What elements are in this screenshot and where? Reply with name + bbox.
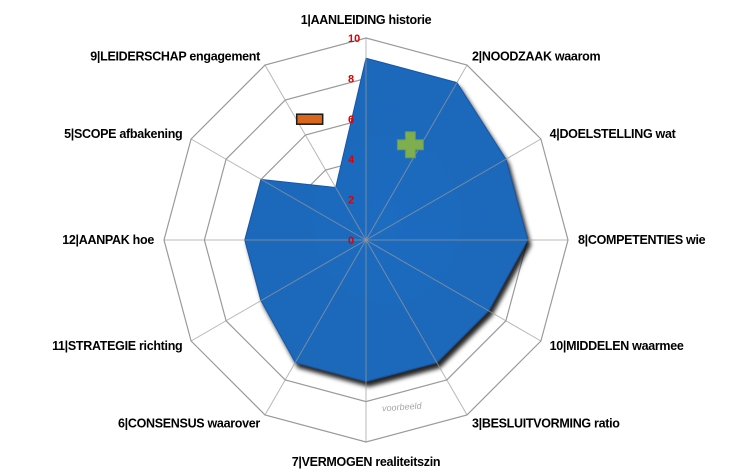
- category-label: 9|LEIDERSCHAP engagement: [90, 49, 261, 63]
- tick-label: 0: [348, 235, 354, 247]
- category-label: 5|SCOPE afbakening: [64, 127, 182, 141]
- tick-label: 6: [348, 114, 354, 126]
- axis-spoke: [365, 239, 542, 342]
- category-label: 10|MIDDELEN waarmee: [550, 339, 684, 353]
- category-label: 7|VERMOGEN realiteitszin: [292, 455, 440, 469]
- category-label: 4|DOELSTELLING wat: [550, 127, 677, 141]
- category-label: 12|AANPAK hoe: [62, 233, 154, 247]
- radar-axes: [164, 38, 568, 442]
- tick-label: 8: [348, 73, 354, 85]
- series-layer: [244, 57, 529, 382]
- axis-spoke: [365, 239, 468, 416]
- category-label: 1|AANLEIDING historie: [301, 13, 432, 27]
- category-label: 2|NOODZAAK waarom: [472, 49, 600, 63]
- tick-label: 10: [348, 33, 360, 45]
- axis-spoke: [190, 239, 367, 342]
- tick-labels: 0 2 4 6 8 10: [348, 33, 360, 247]
- axis-spoke: [365, 138, 542, 241]
- category-label: 8|COMPETENTIES wie: [578, 233, 706, 247]
- category-labels: 1|AANLEIDING historie 2|NOODZAAK waarom 4|…: [52, 13, 706, 469]
- axis-spoke: [264, 239, 367, 416]
- tick-label: 2: [348, 195, 354, 207]
- category-label: 11|STRATEGIE richting: [52, 339, 182, 353]
- plus-marker: [396, 131, 424, 159]
- axis-spoke: [365, 64, 468, 241]
- category-label: 6|CONSENSUS waarover: [118, 417, 260, 431]
- bar-marker: [295, 113, 324, 125]
- tick-label: 4: [348, 154, 355, 166]
- markers: [295, 113, 424, 159]
- axis-spoke: [190, 138, 367, 241]
- category-label: 3|BESLUITVORMING ratio: [472, 417, 620, 431]
- axis-spoke: [264, 64, 367, 241]
- watermark: voorbeeld: [382, 401, 423, 414]
- series-area: [244, 57, 529, 382]
